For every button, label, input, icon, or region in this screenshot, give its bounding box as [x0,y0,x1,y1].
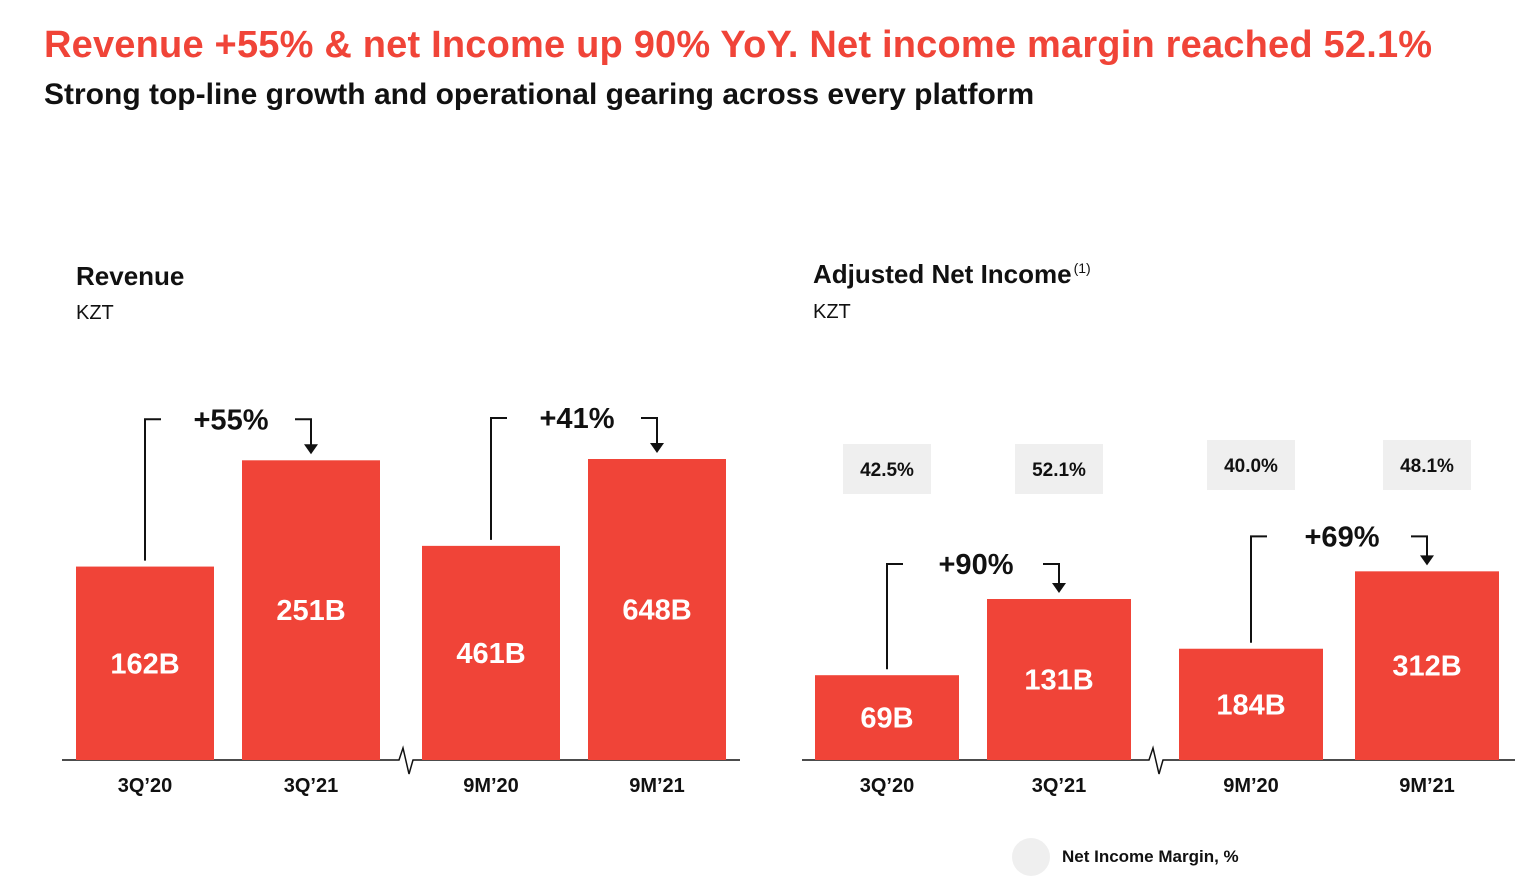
net-income-growth-arrowhead [1420,555,1434,566]
net-income-margin-label: 52.1% [1032,460,1086,481]
net-income-growth-bracket-left [1250,535,1267,643]
revenue-unit-label: KZT [76,302,114,324]
subheadline: Strong top-line growth and operational g… [44,78,1035,111]
net-income-category-label: 9M’21 [1399,775,1455,797]
net-income-margin-legend: Net Income Margin, % [1012,838,1239,876]
net-income-bar-2 [987,599,1131,760]
legend-swatch [1012,838,1050,876]
net-income-bar-1 [815,675,959,760]
net-income-category-label: 3Q’20 [860,775,914,797]
net-income-growth-label: +90% [939,549,1014,581]
revenue-bar-value-label: 251B [276,595,345,627]
net-income-margin-box [1207,440,1295,490]
revenue-bar-2 [242,460,380,760]
revenue-category-label: 9M’21 [629,775,685,797]
net-income-margin-label: 42.5% [860,460,914,481]
net-income-growth-bracket-left [886,563,903,670]
revenue-category-label: 9M’20 [463,775,519,797]
revenue-growth-arrowhead [650,443,664,454]
revenue-bar-value-label: 648B [622,595,691,627]
revenue-bar-3 [422,545,560,760]
revenue-growth-bracket-right [641,417,658,448]
net-income-unit-label: KZT [813,301,851,323]
net-income-margin-label: 48.1% [1400,456,1454,477]
net-income-category-label: 9M’20 [1223,775,1279,797]
revenue-category-label: 3Q’21 [284,775,338,797]
revenue-bar-value-label: 461B [456,638,525,670]
revenue-growth-bracket-left [490,417,507,540]
revenue-growth-arrowhead [304,444,318,455]
revenue-category-label: 3Q’20 [118,775,172,797]
net-income-bar-value-label: 69B [860,703,913,735]
net-income-margin-box [1383,440,1471,490]
net-income-category-label: 3Q’21 [1032,775,1086,797]
revenue-growth-label: +55% [194,404,269,436]
revenue-bar-1 [76,566,214,760]
revenue-bar-value-label: 162B [110,648,179,680]
net-income-growth-bracket-right [1043,563,1060,588]
net-income-margin-box [843,444,931,494]
revenue-growth-label: +41% [540,403,615,435]
net-income-panel-title: Adjusted Net Income (1) [813,259,1091,290]
net-income-growth-label: +69% [1305,521,1380,553]
revenue-title-text: Revenue [76,261,185,291]
revenue-growth-bracket-right [295,418,312,449]
net-income-bar-value-label: 312B [1392,651,1461,683]
net-income-growth-bracket-right [1411,535,1428,560]
net-income-growth-arrowhead [1052,583,1066,594]
revenue-growth-bracket-left [144,418,161,561]
net-income-margin-box [1015,444,1103,494]
net-income-bar-4 [1355,571,1499,760]
net-income-title-text: Adjusted Net Income [813,259,1072,289]
net-income-bar-value-label: 131B [1024,665,1093,697]
net-income-margin-label: 40.0% [1224,456,1278,477]
legend-label: Net Income Margin, % [1062,847,1239,866]
net-income-bar-3 [1179,648,1323,760]
revenue-panel-title: Revenue [76,261,184,292]
headline: Revenue +55% & net Income up 90% YoY. Ne… [44,24,1433,66]
net-income-footnote-marker: (1) [1073,260,1091,277]
net-income-bar-value-label: 184B [1216,689,1285,721]
revenue-bar-4 [588,459,726,760]
